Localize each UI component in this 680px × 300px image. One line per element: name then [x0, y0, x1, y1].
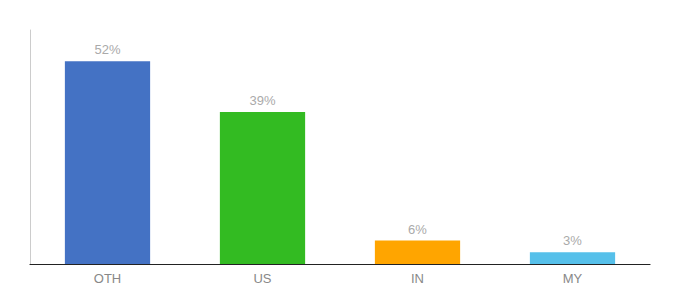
svg-text:US: US [253, 271, 271, 286]
svg-text:IN: IN [411, 271, 424, 286]
svg-text:6%: 6% [408, 222, 427, 237]
svg-text:39%: 39% [249, 93, 275, 108]
svg-text:3%: 3% [563, 233, 582, 248]
svg-text:OTH: OTH [94, 271, 121, 286]
svg-text:52%: 52% [94, 42, 120, 57]
svg-text:MY: MY [563, 271, 583, 286]
